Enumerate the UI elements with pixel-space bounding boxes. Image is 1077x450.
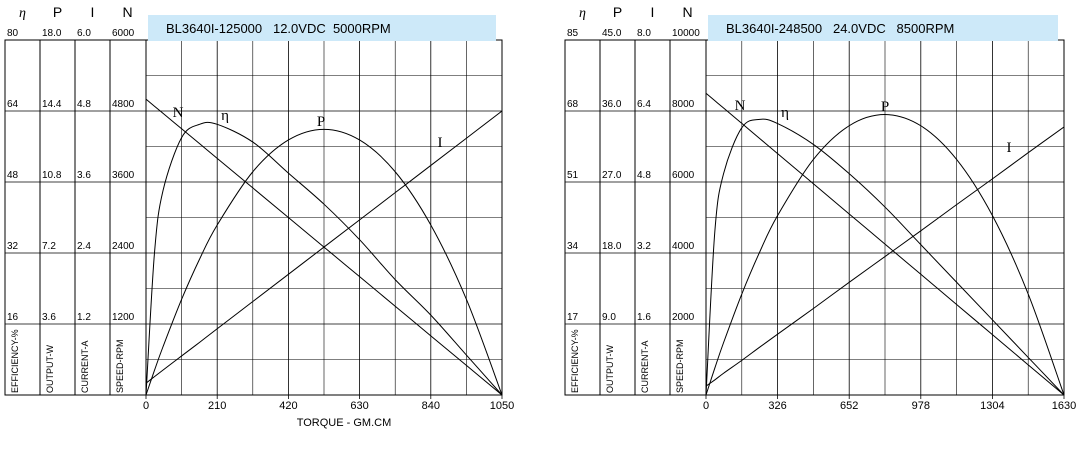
curve: [705, 92, 1065, 396]
x-tick-label: 0: [143, 400, 149, 412]
axis-symbol: I: [91, 4, 95, 20]
y-tick-label: 8.0: [637, 28, 651, 39]
y-tick-label: 10.8: [42, 170, 62, 181]
x-tick-label: 978: [912, 400, 930, 412]
y-tick-label: 18.0: [602, 241, 622, 252]
x-tick-label: 0: [703, 400, 709, 412]
y-tick-label: 8000: [672, 99, 695, 110]
y-tick-label: 6.4: [637, 99, 651, 110]
y-tick-label: 6.0: [77, 28, 91, 39]
curve: [705, 118, 1065, 396]
y-tick-label: 85: [567, 28, 579, 39]
y-tick-label: 4.8: [637, 170, 651, 181]
y-tick-label: 68: [567, 99, 579, 110]
y-tick-label: 80: [7, 28, 19, 39]
y-tick-label: 6000: [672, 170, 695, 181]
y-tick-label: 7.2: [42, 241, 56, 252]
curve: [705, 114, 1065, 396]
axis-symbol: N: [122, 4, 132, 20]
axis-title: SPEED-RPM: [115, 339, 125, 393]
y-tick-label: 6000: [112, 28, 135, 39]
curve: [145, 128, 503, 396]
y-tick-label: 36.0: [602, 99, 622, 110]
y-tick-label: 3.2: [637, 241, 651, 252]
axis-symbol: I: [651, 4, 655, 20]
title-box: [148, 15, 496, 41]
curve-label: I: [1007, 140, 1012, 156]
y-tick-label: 3.6: [42, 312, 56, 323]
y-tick-label: 45.0: [602, 28, 622, 39]
curve: [705, 126, 1065, 387]
axis-symbol: P: [613, 4, 622, 20]
y-tick-label: 1.2: [77, 312, 91, 323]
axis-title: SPEED-RPM: [675, 339, 685, 393]
x-tick-label: 1050: [490, 400, 514, 412]
axis-title: CURRENT-A: [640, 340, 650, 393]
y-tick-label: 1200: [112, 312, 135, 323]
axis-title: EFFICIENCY-%: [570, 329, 580, 393]
y-tick-label: 9.0: [602, 312, 616, 323]
y-tick-label: 2.4: [77, 241, 91, 252]
y-tick-label: 18.0: [42, 28, 62, 39]
x-tick-label: 652: [840, 400, 858, 412]
y-tick-label: 1.6: [637, 312, 651, 323]
curve-label: N: [735, 98, 746, 114]
y-tick-label: 17: [567, 312, 579, 323]
y-tick-label: 14.4: [42, 99, 62, 110]
axis-symbol: η: [579, 6, 586, 21]
curve-label: P: [881, 99, 889, 115]
curve: [145, 110, 503, 384]
y-tick-label: 51: [567, 170, 579, 181]
curve-label: η: [781, 105, 789, 121]
y-tick-label: 34: [567, 241, 579, 252]
y-tick-label: 4000: [672, 241, 695, 252]
chart-title: BL3640I-248500 24.0VDC 8500RPM: [726, 21, 954, 36]
y-tick-label: 2000: [672, 312, 695, 323]
y-tick-label: 48: [7, 170, 19, 181]
y-tick-label: 4.8: [77, 99, 91, 110]
axis-title: OUTPUT-W: [605, 345, 615, 393]
axis-title: CURRENT-A: [80, 340, 90, 393]
x-axis-label: TORQUE - GM.CM: [297, 417, 392, 429]
axis-symbol: N: [682, 4, 692, 20]
y-tick-label: 3.6: [77, 170, 91, 181]
axis-title: OUTPUT-W: [45, 345, 55, 393]
x-tick-label: 210: [208, 400, 226, 412]
title-box: [708, 15, 1058, 41]
y-tick-label: 10000: [672, 28, 700, 39]
y-tick-label: 16: [7, 312, 19, 323]
curve-label: I: [438, 135, 443, 151]
chart-title: BL3640I-125000 12.0VDC 5000RPM: [166, 21, 391, 36]
x-tick-label: 1304: [980, 400, 1004, 412]
y-tick-label: 2400: [112, 241, 135, 252]
y-tick-label: 27.0: [602, 170, 622, 181]
x-tick-label: 420: [279, 400, 297, 412]
y-tick-label: 64: [7, 99, 19, 110]
y-tick-label: 3600: [112, 170, 135, 181]
axis-symbol: P: [53, 4, 62, 20]
curve: [145, 121, 503, 396]
curve: [145, 98, 503, 396]
x-tick-label: 1630: [1052, 400, 1076, 412]
curve-label: η: [221, 108, 229, 124]
x-tick-label: 326: [768, 400, 786, 412]
axis-title: EFFICIENCY-%: [10, 329, 20, 393]
y-tick-label: 4800: [112, 99, 135, 110]
x-tick-label: 840: [422, 400, 440, 412]
curve-label: N: [173, 105, 184, 121]
y-tick-label: 32: [7, 241, 19, 252]
x-tick-label: 630: [350, 400, 368, 412]
curve-label: P: [317, 114, 325, 130]
axis-symbol: η: [19, 6, 26, 21]
